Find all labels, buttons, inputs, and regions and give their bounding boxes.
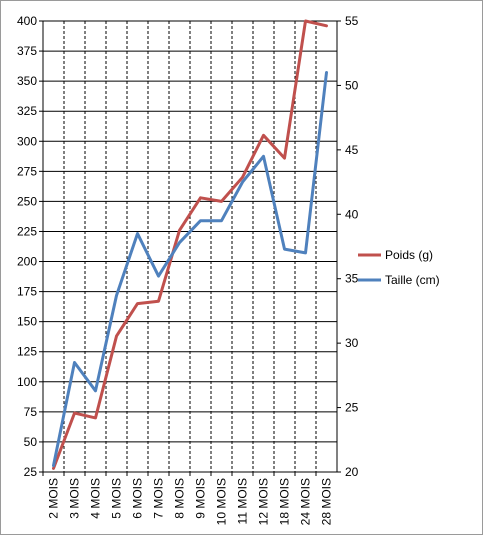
left-tick-label: 200 bbox=[17, 255, 37, 269]
series-line-taille bbox=[52, 71, 328, 468]
right-tick-label: 55 bbox=[345, 14, 359, 28]
left-tick-label: 225 bbox=[17, 224, 37, 238]
left-tick-label: 250 bbox=[17, 194, 37, 208]
left-tick-label: 75 bbox=[24, 405, 38, 419]
legend-label: Taille (cm) bbox=[385, 273, 440, 287]
left-tick-label: 400 bbox=[17, 14, 37, 28]
right-tick-label: 30 bbox=[345, 336, 359, 350]
x-tick-label: 5 MOIS bbox=[110, 478, 124, 519]
left-tick-label: 50 bbox=[24, 435, 38, 449]
x-tick-label: 6 MOIS bbox=[131, 478, 145, 519]
left-tick-label: 100 bbox=[17, 375, 37, 389]
right-tick-label: 25 bbox=[345, 401, 359, 415]
x-axis: 2 MOIS 3 MOIS 4 MOIS 5 MOIS 6 MOIS 7 MOIS 8 MO… bbox=[42, 472, 334, 525]
left-tick-label: 375 bbox=[17, 44, 37, 58]
x-tick-label: 3 MOIS bbox=[68, 478, 82, 519]
left-tick-label: 175 bbox=[17, 285, 37, 299]
x-tick-label: 9 MOIS bbox=[194, 478, 208, 519]
x-tick-label: 24 MOIS bbox=[299, 478, 313, 525]
series-line-poids bbox=[52, 19, 328, 470]
legend-label: Poids (g) bbox=[385, 248, 433, 262]
right-tick-label: 40 bbox=[345, 207, 359, 221]
grid bbox=[43, 20, 337, 473]
left-tick-label: 275 bbox=[17, 164, 37, 178]
left-tick-label: 350 bbox=[17, 74, 37, 88]
right-tick-label: 35 bbox=[345, 272, 359, 286]
left-tick-label: 325 bbox=[17, 104, 37, 118]
x-tick-label: 11 MOIS bbox=[236, 478, 250, 524]
right-tick-label: 20 bbox=[345, 465, 359, 479]
x-tick-label: 12 MOIS bbox=[257, 478, 271, 525]
x-tick-label: 2 MOIS bbox=[47, 478, 61, 519]
legend: Poids (g) Taille (cm) bbox=[358, 248, 440, 287]
x-tick-label: 10 MOIS bbox=[215, 478, 229, 525]
x-tick-label: 28 MOIS bbox=[320, 478, 334, 525]
x-tick-label: 7 MOIS bbox=[152, 478, 166, 519]
x-tick-label: 8 MOIS bbox=[173, 478, 187, 519]
x-tick-label: 4 MOIS bbox=[89, 478, 103, 519]
left-tick-label: 150 bbox=[17, 315, 37, 329]
series-lines bbox=[52, 19, 328, 470]
left-tick-label: 300 bbox=[17, 134, 37, 148]
x-tick-label: 18 MOIS bbox=[278, 478, 292, 525]
left-tick-label: 125 bbox=[17, 345, 37, 359]
right-tick-label: 50 bbox=[345, 78, 359, 92]
right-y-axis: 20 25 30 35 40 45 50 55 bbox=[337, 14, 359, 479]
left-tick-label: 25 bbox=[24, 465, 38, 479]
right-tick-label: 45 bbox=[345, 143, 359, 157]
left-y-axis: 25 50 75 100 125 150 175 200 225 250 275 300 325 350 3… bbox=[17, 14, 43, 479]
